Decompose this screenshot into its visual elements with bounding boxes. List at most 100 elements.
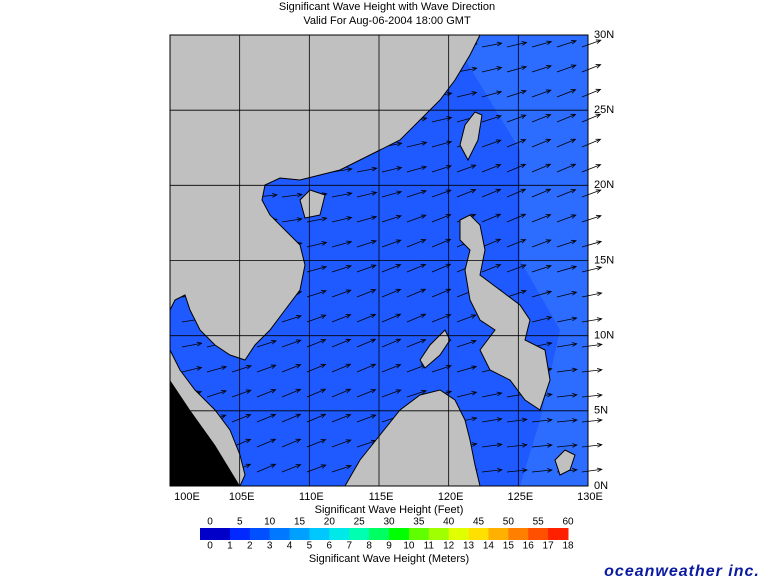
arrow [556,189,577,198]
arrow [481,467,503,473]
meter-tick-label: 18 [562,541,574,552]
meter-tick-label: 16 [523,541,535,552]
colorbar-segment [389,528,410,540]
arrow [481,115,503,123]
arrow [506,442,528,448]
arrow [506,163,527,173]
arrow [331,439,352,448]
arrow [506,264,527,273]
arrow [456,164,477,173]
feet-tick-label: 60 [562,517,574,528]
arrow [181,366,203,373]
arrow [481,238,502,248]
arrow [331,289,352,298]
arrow [381,364,402,373]
arrow [356,191,378,198]
arrow [281,413,302,423]
arrow [306,290,328,298]
colorbar-segment [329,528,350,540]
arrow [506,417,528,423]
arrow [531,316,553,323]
arrow [481,66,503,73]
arrow [581,113,602,123]
arrow [406,288,427,298]
arrow [356,363,377,373]
arrow [581,442,603,448]
meter-tick-label: 4 [287,541,293,552]
arrow [556,113,577,123]
arrow [506,65,528,73]
arrow [556,163,577,173]
arrow [531,138,552,148]
meter-tick-label: 5 [307,541,313,552]
arrow [306,241,328,248]
arrow [381,313,402,323]
colorbar-segment [448,528,470,540]
meter-tick-label: 10 [403,541,415,552]
arrow [581,317,603,323]
arrow [481,139,502,148]
arrow [431,263,452,273]
arrow [306,413,327,423]
arrow [481,391,503,398]
colorbar-segment [369,528,390,540]
arrow [431,314,452,323]
colorbar-segment [210,528,231,540]
arrow [581,88,602,98]
arrow [381,338,402,348]
arrow [531,163,552,173]
meter-tick-label: 7 [346,541,352,552]
arrow [356,313,377,323]
arrow [306,314,327,323]
sulawesi [554,449,576,476]
colorbar-segment [548,528,569,540]
feet-tick-label: 40 [443,517,455,528]
arrow [356,414,377,423]
meter-tick-label: 9 [386,541,392,552]
arrow [281,464,302,473]
arrow [331,216,353,223]
lon-label: 110E [299,491,324,503]
meter-tick-label: 6 [327,541,333,552]
feet-tick-label: 0 [207,517,213,528]
arrow [456,189,477,198]
feet-tick-label: 15 [294,517,306,528]
arrow [531,239,552,248]
map [169,34,603,487]
arrow [456,314,477,323]
arrow [556,265,578,273]
arrow [481,213,502,223]
arrow [181,341,203,348]
palawan [419,329,451,369]
lat-label: 5N [594,405,608,417]
arrow [556,367,578,373]
arrow [281,217,303,223]
arrow [256,340,278,348]
arrow [531,468,553,473]
meter-tick-label: 17 [543,541,555,552]
feet-tick-label: 25 [354,517,366,528]
arrow [531,65,553,73]
arrow [531,214,552,223]
taiwan [459,111,483,162]
arrow [581,342,603,348]
arrow [531,188,552,198]
arrow [556,316,578,323]
arrow [556,89,577,98]
arrow [381,389,402,398]
meter-tick-label: 12 [443,541,455,552]
arrow [531,290,553,298]
meter-tick-label: 13 [463,541,475,552]
arrow [581,189,602,198]
arrow [581,240,603,248]
arrow [331,464,352,473]
arrow [581,367,603,373]
feet-tick-label: 30 [383,517,395,528]
arrow [456,339,477,348]
arrow [456,391,478,398]
lat-label: 25N [594,104,614,116]
arrow [331,414,352,423]
arrow [281,364,302,373]
